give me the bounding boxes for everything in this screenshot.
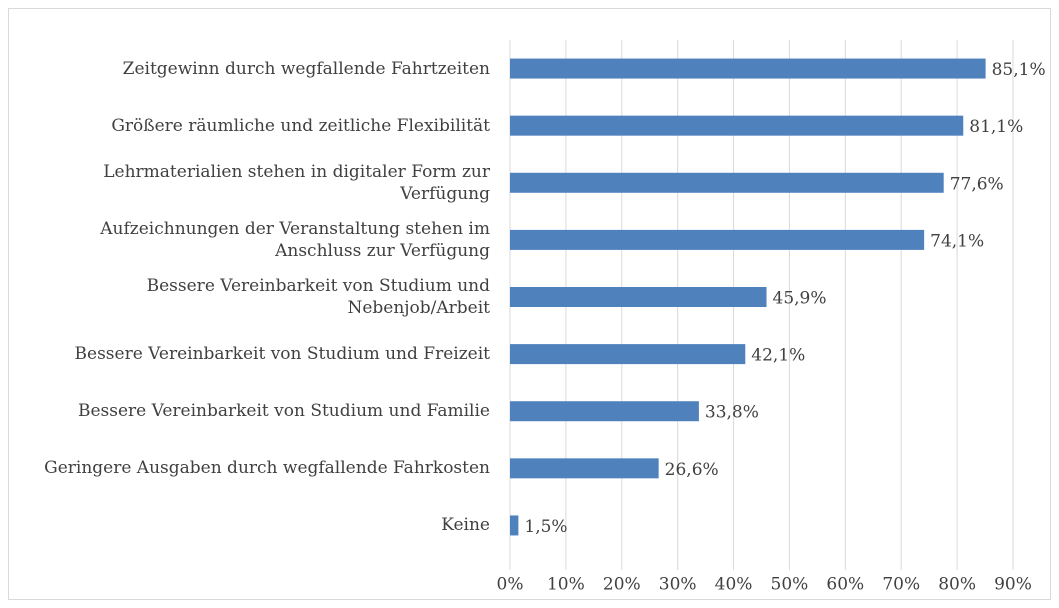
y-tick-label: Geringere Ausgaben durch wegfallende Fah… <box>44 458 490 479</box>
x-tick-label: 90% <box>994 575 1032 595</box>
y-tick-label: Lehrmaterialien stehen in digitaler Form… <box>103 161 490 204</box>
bar <box>510 58 986 79</box>
x-tick-label: 70% <box>882 575 920 595</box>
x-tick-label: 30% <box>659 575 697 595</box>
x-tick-label: 10% <box>547 575 585 595</box>
x-tick-label: 60% <box>826 575 864 595</box>
value-label: 45,9% <box>773 289 827 309</box>
y-tick-label: Zeitgewinn durch wegfallende Fahrtzeiten <box>122 58 490 79</box>
x-tick-label: 0% <box>497 575 524 595</box>
bar <box>510 115 964 136</box>
bar <box>510 229 925 250</box>
value-label: 33,8% <box>705 403 759 423</box>
value-label: 81,1% <box>969 117 1023 137</box>
x-tick-label: 40% <box>715 575 753 595</box>
x-tick-label: 50% <box>771 575 809 595</box>
bar <box>510 401 699 422</box>
value-label: 74,1% <box>930 231 984 251</box>
value-label: 85,1% <box>992 60 1046 80</box>
y-tick-label: Bessere Vereinbarkeit von Studium und Fa… <box>77 401 490 422</box>
chart-border <box>8 8 1051 600</box>
value-label: 26,6% <box>665 460 719 480</box>
value-label: 77,6% <box>950 174 1004 194</box>
value-label: 42,1% <box>751 346 805 366</box>
bar <box>510 172 944 193</box>
y-tick-label: Bessere Vereinbarkeit von Studium und Ne… <box>146 275 490 318</box>
x-tick-label: 20% <box>603 575 641 595</box>
y-tick-label: Aufzeichnungen der Veranstaltung stehen … <box>100 218 490 261</box>
bar <box>510 287 767 307</box>
bar <box>510 515 519 536</box>
y-tick-label: Keine <box>441 515 490 536</box>
value-label: 1,5% <box>524 517 567 537</box>
bar <box>510 344 746 365</box>
y-tick-label: Bessere Vereinbarkeit von Studium und Fr… <box>74 344 490 365</box>
y-tick-label: Größere räumliche und zeitliche Flexibil… <box>111 115 490 136</box>
bar <box>510 458 659 479</box>
x-tick-label: 80% <box>938 575 976 595</box>
